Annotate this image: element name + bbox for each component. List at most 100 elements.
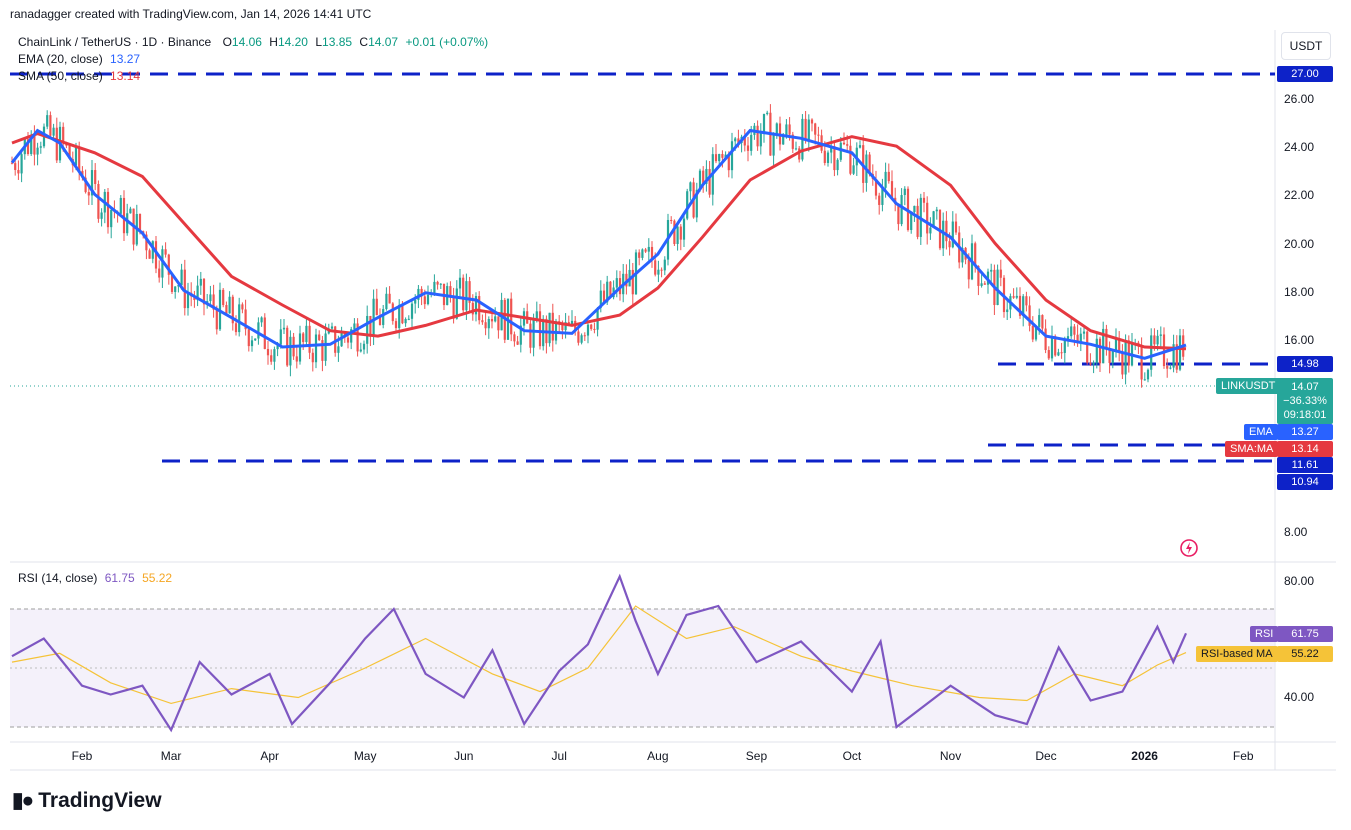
candle-body (775, 123, 778, 136)
candle-body (87, 192, 90, 196)
candle-body (1175, 344, 1178, 370)
candle-body (641, 249, 644, 258)
candle-body (321, 340, 324, 361)
candle-body (266, 348, 270, 356)
candle-body (942, 220, 945, 249)
candle-body (794, 148, 798, 150)
candle-body (254, 338, 257, 341)
candle-body (734, 138, 737, 142)
candle-body (382, 309, 385, 325)
candle-body (228, 296, 231, 314)
candle-body (273, 349, 276, 362)
candle-body (202, 278, 206, 305)
candle-body (532, 319, 535, 348)
candle-body (631, 269, 634, 295)
candle-body (743, 136, 746, 146)
candle-body (977, 265, 980, 286)
candle-body (94, 170, 97, 185)
candle-body (407, 318, 410, 320)
candle-body (481, 320, 484, 323)
candle-body (887, 171, 890, 182)
candle-body (1172, 344, 1175, 368)
candle-body (122, 197, 126, 234)
candle-body (682, 218, 686, 240)
candle-body (484, 322, 487, 329)
candle-body (577, 331, 580, 343)
legend-rsi-label: RSI (14, close) (18, 571, 98, 585)
candle-body (1034, 326, 1038, 340)
candle-body (1041, 315, 1044, 329)
currency-button[interactable]: USDT (1281, 32, 1331, 60)
tradingview-logo[interactable]: ▮● TradingView (12, 788, 162, 813)
legend-sma-label: SMA (50, close) (18, 69, 103, 83)
candle-body (487, 318, 490, 329)
candle-body (686, 191, 689, 219)
price-tick: 18.00 (1284, 285, 1315, 299)
candle-body (1124, 340, 1127, 375)
candle-body (1025, 296, 1028, 306)
candle-body (1044, 328, 1047, 351)
legend-symbol[interactable]: ChainLink / TetherUS · 1D · Binance (18, 35, 212, 49)
candlestick-series (10, 104, 1185, 388)
rsi-tick: 80.00 (1284, 574, 1315, 588)
last-price-box: 14.07 −36.33% 09:18:01 (1277, 378, 1333, 424)
candle-body (551, 312, 554, 341)
legend-ema[interactable]: EMA (20, close) 13.27 (18, 52, 140, 66)
candle-body (1092, 362, 1095, 365)
price-tick: 26.00 (1284, 92, 1315, 106)
candle-body (996, 269, 999, 306)
legend-open: 14.06 (231, 35, 262, 49)
candle-body (826, 152, 830, 163)
price-tick: 16.00 (1284, 333, 1315, 347)
candle-body (746, 145, 750, 151)
candle-body (951, 221, 954, 248)
candle-body (590, 324, 593, 329)
legend-sma[interactable]: SMA (50, close) 13.14 (18, 69, 140, 83)
rsi-tag: RSI (1250, 626, 1279, 642)
candle-body (388, 293, 391, 304)
candle-body (782, 136, 785, 145)
last-price: 14.07 (1291, 381, 1319, 393)
legend-close: 14.07 (368, 35, 399, 49)
candle-body (234, 323, 238, 333)
candle-body (1111, 350, 1114, 364)
candle-body (474, 296, 478, 315)
sma-tag: SMA:MA (1225, 441, 1279, 457)
candle-body (798, 148, 801, 160)
candle-body (33, 135, 36, 155)
candle-body (68, 145, 71, 160)
candle-body (1105, 328, 1108, 350)
candle-body (842, 142, 846, 145)
candle-body (231, 296, 234, 324)
candle-body (244, 309, 247, 330)
time-tick: Dec (1035, 749, 1056, 763)
candle-body (1143, 379, 1146, 381)
candle-body (138, 213, 142, 232)
ema-price-tag: 13.27 (1277, 424, 1333, 440)
candle-body (311, 352, 314, 363)
candle-body (974, 243, 977, 266)
legend-rsi[interactable]: RSI (14, close) 61.75 55.22 (18, 571, 172, 585)
candle-body (900, 195, 903, 225)
legend-rsi-value: 61.75 (104, 571, 135, 585)
candle-body (538, 311, 542, 347)
candle-body (903, 188, 906, 196)
candle-body (1060, 352, 1063, 354)
candle-body (490, 318, 494, 322)
candle-body (394, 321, 398, 329)
candle-body (1050, 336, 1054, 359)
candle-body (154, 241, 158, 269)
candle-body (1031, 325, 1034, 340)
candle-body (599, 290, 602, 308)
candle-body (158, 268, 161, 278)
flash-icon[interactable] (1179, 538, 1199, 558)
candle-body (929, 227, 932, 234)
candle-body (417, 288, 420, 300)
candle-body (1121, 352, 1124, 375)
candle-body (334, 326, 337, 353)
candle-body (1169, 367, 1172, 369)
candle-body (788, 124, 791, 135)
candle-body (100, 212, 103, 219)
candle-body (212, 294, 215, 310)
